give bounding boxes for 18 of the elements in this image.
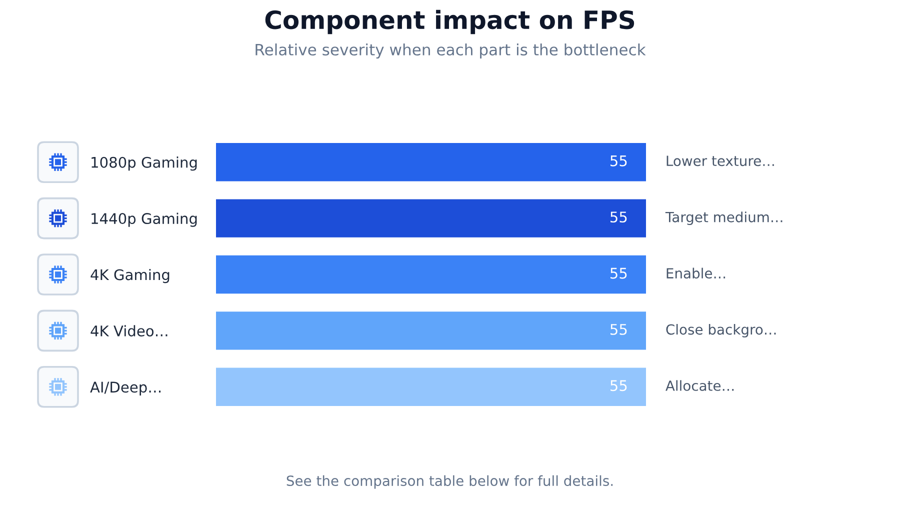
text: Close backgro… xyxy=(666,324,776,338)
data-label: 55 xyxy=(610,212,627,223)
chart-subtitle: Relative severity when each part is the bottleneck xyxy=(256,43,646,59)
data-label: 55 xyxy=(610,380,627,392)
text: Lower texture… xyxy=(666,156,774,166)
data-label: 55 xyxy=(610,324,627,335)
text: Target medium… xyxy=(665,212,782,226)
text: See the comparison table below for full details. xyxy=(286,475,613,489)
data-label: 55 xyxy=(610,268,627,279)
y-tick-label: 1080p Gaming xyxy=(92,156,197,171)
text: Allocate… xyxy=(666,380,734,391)
chart-title: Component impact on FPS xyxy=(265,10,634,34)
y-tick-label: AI/Deep… xyxy=(90,382,161,396)
y-tick-label: 1440p Gaming xyxy=(92,212,197,227)
text: Enable… xyxy=(666,268,726,279)
y-tick-label: 4K Video… xyxy=(90,325,168,336)
y-tick-label: 4K Gaming xyxy=(90,268,170,284)
data-label: 55 xyxy=(610,155,627,166)
